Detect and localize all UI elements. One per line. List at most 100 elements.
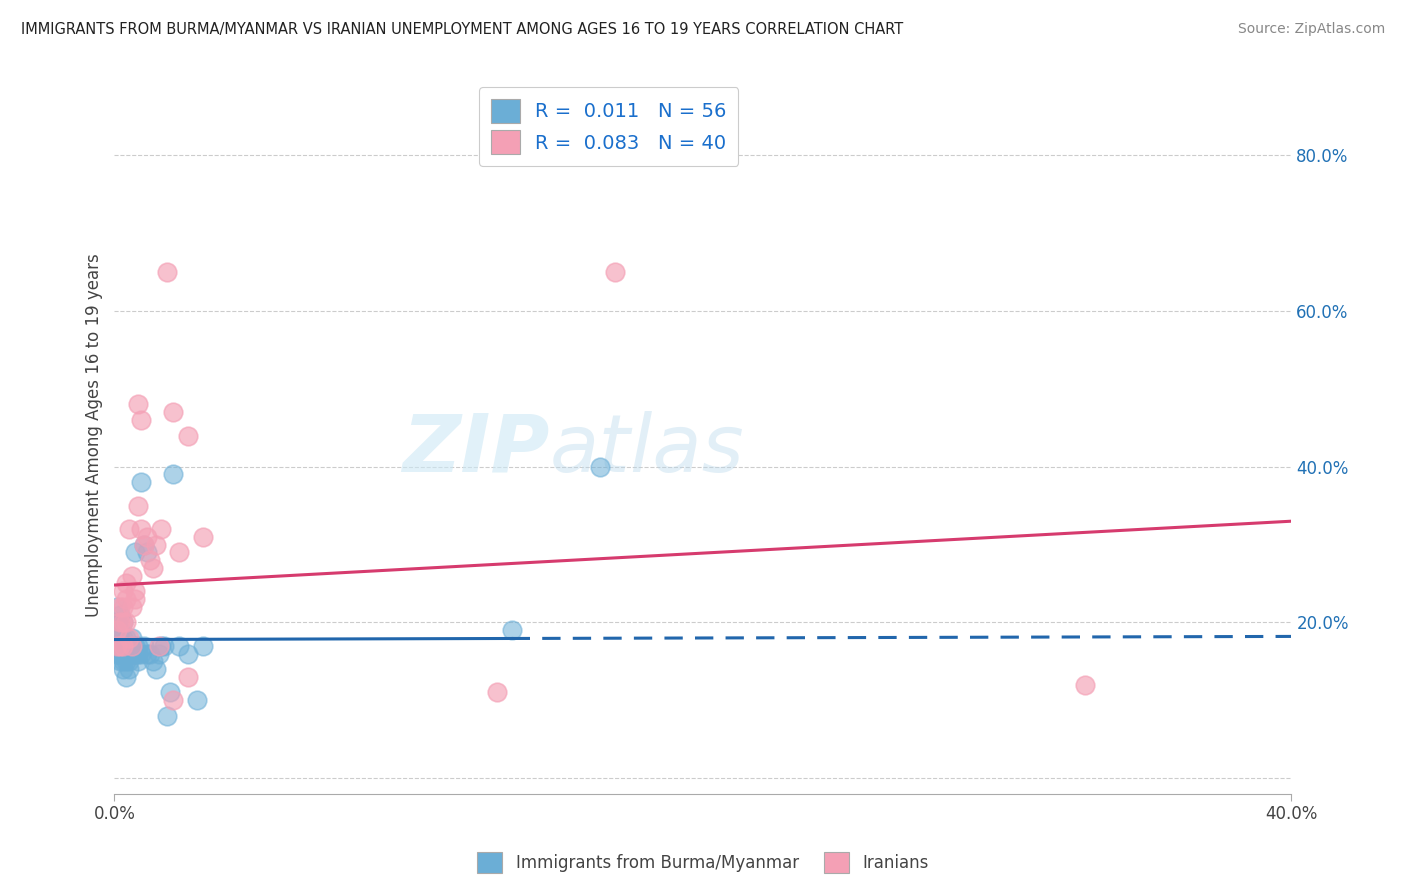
Point xyxy=(162,693,184,707)
Point xyxy=(112,584,135,599)
Point xyxy=(135,545,157,559)
Point xyxy=(112,599,135,614)
Point xyxy=(485,685,508,699)
Point xyxy=(112,631,135,645)
Point xyxy=(115,654,138,668)
Text: atlas: atlas xyxy=(550,411,745,489)
Point xyxy=(145,662,167,676)
Point xyxy=(112,639,135,653)
Point xyxy=(110,639,132,653)
Text: IMMIGRANTS FROM BURMA/MYANMAR VS IRANIAN UNEMPLOYMENT AMONG AGES 16 TO 19 YEARS : IMMIGRANTS FROM BURMA/MYANMAR VS IRANIAN… xyxy=(21,22,903,37)
Point xyxy=(162,405,184,419)
Point xyxy=(142,561,165,575)
Point xyxy=(132,537,155,551)
Point xyxy=(127,647,149,661)
Point xyxy=(177,428,200,442)
Point xyxy=(156,265,179,279)
Point xyxy=(110,631,132,645)
Point xyxy=(110,615,132,630)
Point xyxy=(138,553,160,567)
Point xyxy=(121,647,143,661)
Point xyxy=(191,639,214,653)
Point xyxy=(135,647,157,661)
Point xyxy=(129,413,152,427)
Text: Source: ZipAtlas.com: Source: ZipAtlas.com xyxy=(1237,22,1385,37)
Point xyxy=(127,639,149,653)
Point xyxy=(129,647,152,661)
Point xyxy=(115,615,138,630)
Point xyxy=(135,530,157,544)
Point xyxy=(167,545,190,559)
Point xyxy=(112,662,135,676)
Point xyxy=(112,639,135,653)
Point xyxy=(153,639,176,653)
Point xyxy=(132,639,155,653)
Point xyxy=(112,654,135,668)
Point xyxy=(145,537,167,551)
Point xyxy=(105,623,128,637)
Point xyxy=(159,685,181,699)
Point xyxy=(115,647,138,661)
Point xyxy=(110,654,132,668)
Point xyxy=(167,639,190,653)
Point xyxy=(105,647,128,661)
Point xyxy=(118,631,141,645)
Point xyxy=(118,662,141,676)
Legend: Immigrants from Burma/Myanmar, Iranians: Immigrants from Burma/Myanmar, Iranians xyxy=(471,846,935,880)
Point xyxy=(177,670,200,684)
Point xyxy=(191,530,214,544)
Point xyxy=(115,639,138,653)
Point xyxy=(124,545,146,559)
Point xyxy=(589,459,612,474)
Point xyxy=(115,670,138,684)
Point xyxy=(124,592,146,607)
Point xyxy=(115,576,138,591)
Point xyxy=(105,623,128,637)
Point xyxy=(115,631,138,645)
Point xyxy=(129,475,152,490)
Point xyxy=(110,607,132,622)
Point xyxy=(110,647,132,661)
Point xyxy=(148,647,170,661)
Point xyxy=(603,265,626,279)
Point xyxy=(112,647,135,661)
Text: ZIP: ZIP xyxy=(402,411,550,489)
Point xyxy=(121,639,143,653)
Point xyxy=(110,599,132,614)
Point xyxy=(124,647,146,661)
Point xyxy=(127,654,149,668)
Point xyxy=(105,599,128,614)
Point xyxy=(110,623,132,637)
Point xyxy=(121,568,143,582)
Point xyxy=(112,615,135,630)
Point xyxy=(121,639,143,653)
Point xyxy=(118,522,141,536)
Point xyxy=(1074,678,1097,692)
Point xyxy=(186,693,208,707)
Point xyxy=(162,467,184,482)
Y-axis label: Unemployment Among Ages 16 to 19 years: Unemployment Among Ages 16 to 19 years xyxy=(86,253,103,617)
Point xyxy=(110,639,132,653)
Legend: R =  0.011   N = 56, R =  0.083   N = 40: R = 0.011 N = 56, R = 0.083 N = 40 xyxy=(479,87,738,166)
Point xyxy=(142,654,165,668)
Point xyxy=(138,647,160,661)
Point xyxy=(501,623,523,637)
Point xyxy=(156,708,179,723)
Point xyxy=(127,499,149,513)
Point xyxy=(118,654,141,668)
Point xyxy=(118,639,141,653)
Point xyxy=(115,592,138,607)
Point xyxy=(124,584,146,599)
Point xyxy=(148,639,170,653)
Point xyxy=(150,639,173,653)
Point xyxy=(118,647,141,661)
Point xyxy=(132,537,155,551)
Point xyxy=(105,639,128,653)
Point xyxy=(105,615,128,630)
Point xyxy=(105,639,128,653)
Point xyxy=(121,599,143,614)
Point xyxy=(124,639,146,653)
Point xyxy=(150,522,173,536)
Point xyxy=(127,397,149,411)
Point xyxy=(121,631,143,645)
